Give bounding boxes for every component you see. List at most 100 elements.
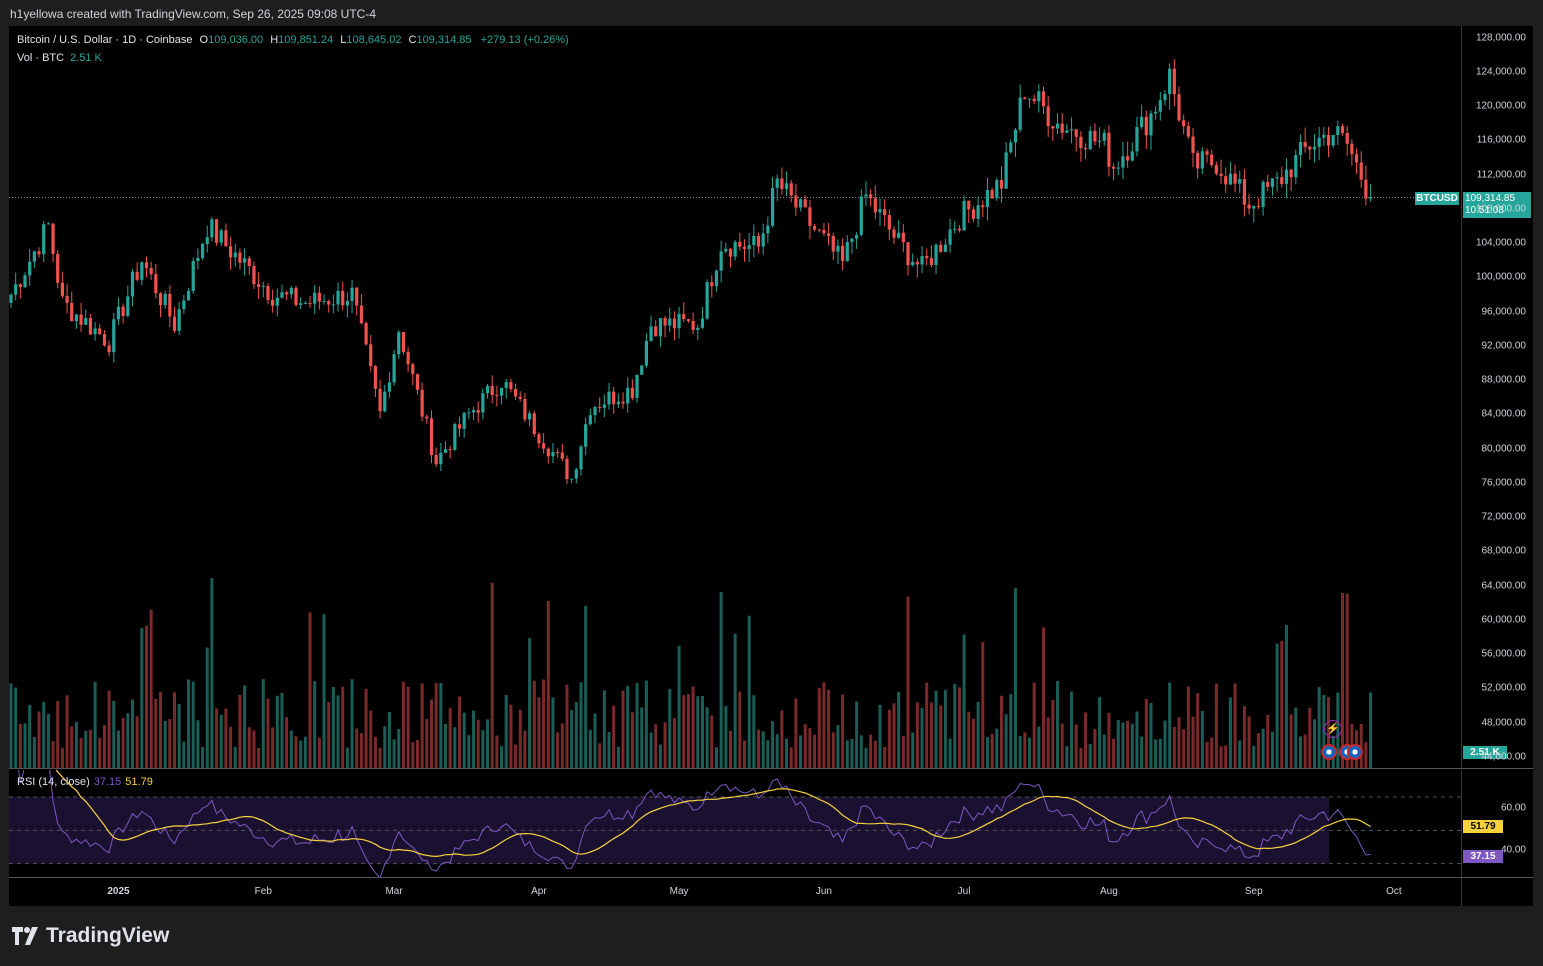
candle-body bbox=[448, 449, 452, 451]
time-tick: Oct bbox=[1386, 886, 1402, 897]
volume-bar bbox=[1266, 714, 1270, 768]
candle-body bbox=[1242, 179, 1247, 205]
candle-body bbox=[593, 406, 597, 416]
volume-bar bbox=[1079, 747, 1083, 768]
candle-body bbox=[177, 309, 181, 331]
candle-body bbox=[1060, 123, 1064, 133]
candle-body bbox=[322, 301, 326, 303]
candle-body bbox=[602, 404, 606, 408]
volume-bar bbox=[827, 689, 831, 768]
rsi-pane[interactable]: RSI (14, close) 37.15 51.79 bbox=[9, 770, 1461, 877]
candle-body bbox=[1158, 100, 1162, 112]
candle-body bbox=[644, 340, 648, 366]
volume-bar bbox=[612, 705, 616, 768]
candle-body bbox=[1247, 204, 1251, 209]
candle-body bbox=[1172, 68, 1176, 95]
volume-bar bbox=[971, 718, 975, 768]
volume-bar bbox=[294, 736, 298, 768]
candle-body bbox=[560, 452, 564, 459]
candle-body bbox=[378, 388, 382, 412]
volume-bar bbox=[1074, 724, 1078, 768]
volume-bar bbox=[640, 707, 644, 768]
volume-bar bbox=[887, 709, 891, 768]
lightning-icon[interactable]: ⚡ bbox=[1324, 720, 1342, 738]
candle-body bbox=[1088, 130, 1092, 150]
candle-body bbox=[841, 245, 845, 261]
volume-bar bbox=[392, 739, 396, 768]
candle-body bbox=[457, 424, 462, 429]
candle-body bbox=[1252, 205, 1256, 209]
volume-bar bbox=[280, 692, 284, 768]
volume-bar bbox=[925, 682, 929, 768]
price-tick: 112,000.00 bbox=[1476, 169, 1526, 180]
volume-bar bbox=[1135, 711, 1139, 768]
volume-bar bbox=[1023, 732, 1027, 768]
candle-body bbox=[565, 458, 569, 480]
candle-body bbox=[747, 245, 751, 249]
volume-bar bbox=[953, 683, 957, 768]
candle-body bbox=[429, 418, 434, 455]
volume-bar bbox=[373, 736, 377, 768]
volume-bar bbox=[1102, 734, 1106, 768]
candle-body bbox=[822, 229, 826, 234]
volume-bar bbox=[74, 722, 78, 768]
volume-bar bbox=[1196, 693, 1200, 768]
candle-body bbox=[850, 238, 854, 242]
candle-body bbox=[752, 235, 756, 246]
volume-bar bbox=[985, 737, 989, 768]
volume-bar bbox=[233, 746, 237, 768]
candle-body bbox=[878, 209, 882, 213]
price-tick: 76,000.00 bbox=[1481, 477, 1527, 489]
us-flag-icon[interactable] bbox=[1347, 744, 1363, 760]
volume-bar bbox=[28, 705, 32, 768]
price-tick: 124,000.00 bbox=[1475, 66, 1526, 78]
volume-bar bbox=[672, 718, 676, 768]
candle-body bbox=[168, 293, 172, 317]
price-tick: 72,000.00 bbox=[1481, 511, 1527, 523]
main-price-pane[interactable]: Bitcoin / U.S. Dollar · 1D · Coinbase O1… bbox=[9, 26, 1461, 768]
pane-separator[interactable] bbox=[9, 768, 1533, 769]
price-tick: 68,000.00 bbox=[1481, 545, 1527, 557]
volume-bar bbox=[1004, 714, 1008, 768]
candle-body bbox=[243, 258, 247, 263]
candle-body bbox=[607, 391, 611, 405]
us-flag-icon[interactable] bbox=[1321, 744, 1337, 760]
close-value: 109,314.85 bbox=[416, 34, 472, 46]
candle-body bbox=[1116, 167, 1120, 169]
candle-body bbox=[485, 385, 490, 394]
volume-bar bbox=[65, 695, 69, 768]
price-axis[interactable]: 109,314.85 10:51:08 2.51 K 128,000.00 124… bbox=[1461, 26, 1534, 768]
candle-body bbox=[612, 391, 616, 405]
volume-bar bbox=[9, 683, 13, 768]
rsi-tick: 40.00 bbox=[1500, 844, 1526, 856]
price-tick: 128,000.00 bbox=[1475, 32, 1526, 43]
candle-body bbox=[476, 410, 480, 413]
candle-body bbox=[56, 253, 60, 283]
candle-body bbox=[803, 199, 807, 208]
volume-bar bbox=[644, 680, 648, 768]
candle-body bbox=[700, 318, 705, 328]
axis-corner[interactable] bbox=[1461, 878, 1534, 906]
tradingview-logo[interactable]: TradingView bbox=[12, 924, 169, 948]
volume-bar bbox=[775, 734, 779, 768]
rsi-label[interactable]: RSI (14, close) bbox=[17, 776, 90, 788]
volume-bar bbox=[443, 723, 447, 768]
volume-bar bbox=[761, 731, 765, 768]
volume-bar bbox=[93, 681, 97, 768]
candle-body bbox=[1331, 134, 1335, 146]
volume-label[interactable]: Vol · BTC bbox=[17, 52, 65, 64]
volume-bar bbox=[785, 738, 789, 768]
low-key: L bbox=[340, 34, 347, 46]
volume-bar bbox=[107, 690, 111, 768]
volume-bar bbox=[523, 730, 527, 768]
rsi-axis[interactable]: 60.00 40.00 51.79 37.15 bbox=[1461, 770, 1534, 877]
volume-bar bbox=[327, 702, 331, 768]
symbol-title[interactable]: Bitcoin / U.S. Dollar · 1D · Coinbase bbox=[17, 34, 193, 46]
time-axis[interactable]: 2025 Feb Mar Apr May Jun Jul Aug Sep Oct bbox=[9, 878, 1461, 906]
candle-body bbox=[144, 262, 149, 269]
candle-body bbox=[696, 327, 700, 330]
volume-bar bbox=[607, 731, 611, 768]
candle-body bbox=[1027, 98, 1032, 100]
volume-bar bbox=[1256, 733, 1260, 768]
candle-body bbox=[280, 292, 284, 298]
